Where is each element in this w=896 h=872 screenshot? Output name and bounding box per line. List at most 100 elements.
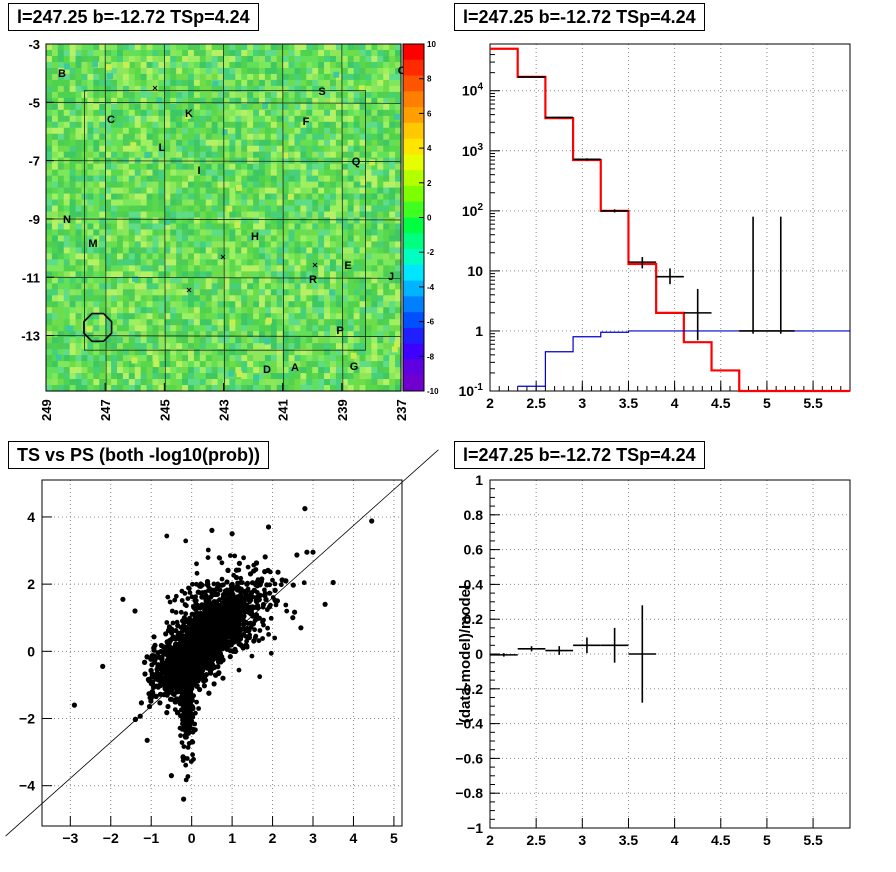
heatmap-cell (306, 205, 313, 213)
heatmap-cell (365, 379, 373, 386)
heatmap-cell (193, 289, 201, 296)
heatmap-cell (164, 139, 171, 147)
heatmap-cell (63, 247, 71, 254)
heatmap-cell (270, 367, 278, 374)
heatmap-cell (51, 73, 59, 81)
heatmap-cell (217, 223, 225, 231)
heatmap-cell (182, 115, 189, 123)
heatmap-cell (371, 277, 378, 284)
heatmap-cell (51, 61, 59, 69)
heatmap-cell (99, 247, 106, 254)
heatmap-cell (146, 229, 154, 237)
heatmap-cell (117, 241, 124, 249)
heatmap-cell (223, 73, 231, 81)
heatmap-cell (253, 115, 260, 123)
heatmap-cell (211, 44, 219, 51)
heatmap-cell (164, 289, 171, 296)
heatmap-cell (182, 253, 189, 260)
heatmap-cell (276, 49, 284, 57)
skymap-title: l=247.25 b=-12.72 TSp=4.24 (8, 3, 259, 31)
heatmap-cell (81, 373, 89, 380)
heatmap-cell (395, 295, 402, 302)
heatmap-cell (324, 211, 331, 219)
heatmap-cell (353, 373, 361, 380)
heatmap-cell (46, 127, 53, 135)
heatmap-cell (300, 79, 307, 87)
colorbar-label: -10 (427, 387, 439, 396)
heatmap-cell (395, 367, 402, 374)
heatmap-cell (229, 337, 236, 344)
heatmap-cell (51, 247, 59, 254)
heatmap-cell (93, 199, 100, 207)
heatmap-cell (211, 133, 219, 141)
heatmap-cell (288, 307, 296, 314)
heatmap-cell (117, 181, 124, 189)
heatmap-cell (170, 79, 177, 87)
heatmap-cell (146, 103, 154, 111)
heatmap-cell (365, 139, 373, 147)
heatmap-cell (270, 313, 278, 320)
heatmap-cell (51, 199, 59, 207)
heatmap-cell (199, 337, 207, 344)
heatmap-cell (211, 217, 219, 225)
heatmap-cell (46, 253, 53, 260)
heatmap-cell (211, 199, 219, 207)
heatmap-cell (93, 217, 100, 225)
heatmap-cell (205, 91, 213, 99)
heatmap-cell (371, 367, 378, 374)
region-label: O (398, 65, 407, 77)
region-label: C (107, 114, 115, 126)
heatmap-cell (134, 229, 142, 237)
heatmap-cell (282, 79, 290, 87)
heatmap-cell (235, 325, 242, 332)
heatmap-cell (199, 217, 207, 225)
heatmap-cell (146, 97, 154, 105)
heatmap-cell (128, 259, 136, 266)
heatmap-cell (193, 44, 201, 51)
heatmap-cell (389, 283, 396, 290)
heatmap-cell (259, 217, 266, 225)
heatmap-cell (57, 91, 65, 99)
heatmap-cell (111, 163, 118, 171)
heatmap-cell (176, 61, 183, 69)
heatmap-cell (288, 121, 296, 129)
heatmap-cell (377, 331, 384, 338)
heatmap-cell (253, 187, 260, 195)
heatmap-cell (276, 44, 284, 51)
heatmap-cell (259, 199, 266, 207)
heatmap-cell (158, 91, 165, 99)
heatmap-cell (395, 103, 402, 111)
heatmap-cell (324, 325, 331, 332)
heatmap-cell (199, 319, 207, 326)
heatmap-cell (46, 55, 53, 63)
heatmap-cell (170, 379, 177, 386)
heatmap-cell (276, 103, 284, 111)
scatter-point (290, 582, 296, 588)
heatmap-cell (264, 241, 272, 249)
heatmap-cell (46, 163, 53, 171)
heatmap-cell (46, 151, 53, 159)
heatmap-cell (247, 277, 254, 284)
heatmap-cell (353, 385, 361, 392)
heatmap-cell (51, 337, 59, 344)
heatmap-cell (229, 331, 236, 338)
heatmap-cell (300, 115, 307, 123)
heatmap-cell (93, 295, 100, 302)
heatmap-cell (46, 109, 53, 117)
heatmap-cell (93, 343, 100, 350)
heatmap-cell (146, 295, 154, 302)
heatmap-cell (229, 343, 236, 350)
heatmap-cell (63, 55, 71, 63)
heatmap-cell (253, 271, 260, 278)
heatmap-cell (87, 139, 94, 147)
heatmap-cell (259, 139, 266, 147)
heatmap-cell (75, 223, 83, 231)
heatmap-cell (93, 223, 100, 231)
heatmap-cell (276, 307, 284, 314)
heatmap-cell (99, 235, 106, 243)
heatmap-cell (146, 241, 154, 249)
heatmap-cell (211, 331, 219, 338)
heatmap-cell (264, 361, 272, 368)
heatmap-cell (312, 73, 319, 81)
heatmap-cell (158, 349, 165, 356)
